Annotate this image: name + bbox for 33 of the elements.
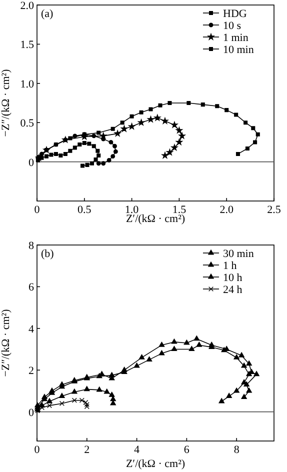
legend-label: 1 min	[223, 32, 249, 44]
x-axis-title: Z′/(kΩ · cm²)	[126, 213, 186, 225]
y-tick-label: 2	[28, 365, 34, 378]
y-tick-label: 2.0	[20, 0, 34, 12]
legend-label: 10 min	[223, 44, 254, 56]
chart-title: (b)	[41, 248, 54, 260]
y-tick-label: 0	[28, 156, 34, 169]
y-axis-title: −Z″/(kΩ · cm²)	[0, 308, 12, 377]
y-tick-label: 0	[28, 406, 34, 419]
y-tick-label: 1.5	[20, 39, 34, 52]
y-tick-label: 8	[28, 240, 34, 252]
x-tick-label: 0.5	[78, 204, 92, 216]
x-tick-label: 4	[134, 444, 140, 456]
legend-label: 10 h	[223, 272, 243, 284]
y-tick-label: 4	[28, 323, 34, 336]
legend-label: 24 h	[223, 284, 243, 296]
legend-label: 10 s	[223, 20, 242, 32]
x-tick-label: 1.5	[172, 204, 187, 216]
legend-label: 1 h	[223, 260, 238, 272]
y-tick-label: 0.5	[20, 118, 34, 130]
y-axis-title: −Z″/(kΩ · cm²)	[0, 68, 12, 137]
x-tick-label: 2	[84, 444, 90, 456]
x-axis-title: Z′/(kΩ · cm²)	[126, 458, 186, 470]
legend-label: 30 min	[223, 248, 254, 260]
chart-title: (a)	[41, 8, 54, 20]
y-tick-label: 6	[28, 282, 34, 294]
x-tick-label: 6	[184, 444, 190, 456]
x-tick-label: 1.0	[124, 204, 140, 216]
x-tick-label: 2.0	[220, 204, 234, 216]
x-tick-label: 2.5	[267, 204, 282, 216]
y-tick-label: 1.0	[20, 78, 34, 90]
x-tick-label: 8	[234, 444, 240, 456]
legend-label: HDG	[223, 8, 247, 20]
